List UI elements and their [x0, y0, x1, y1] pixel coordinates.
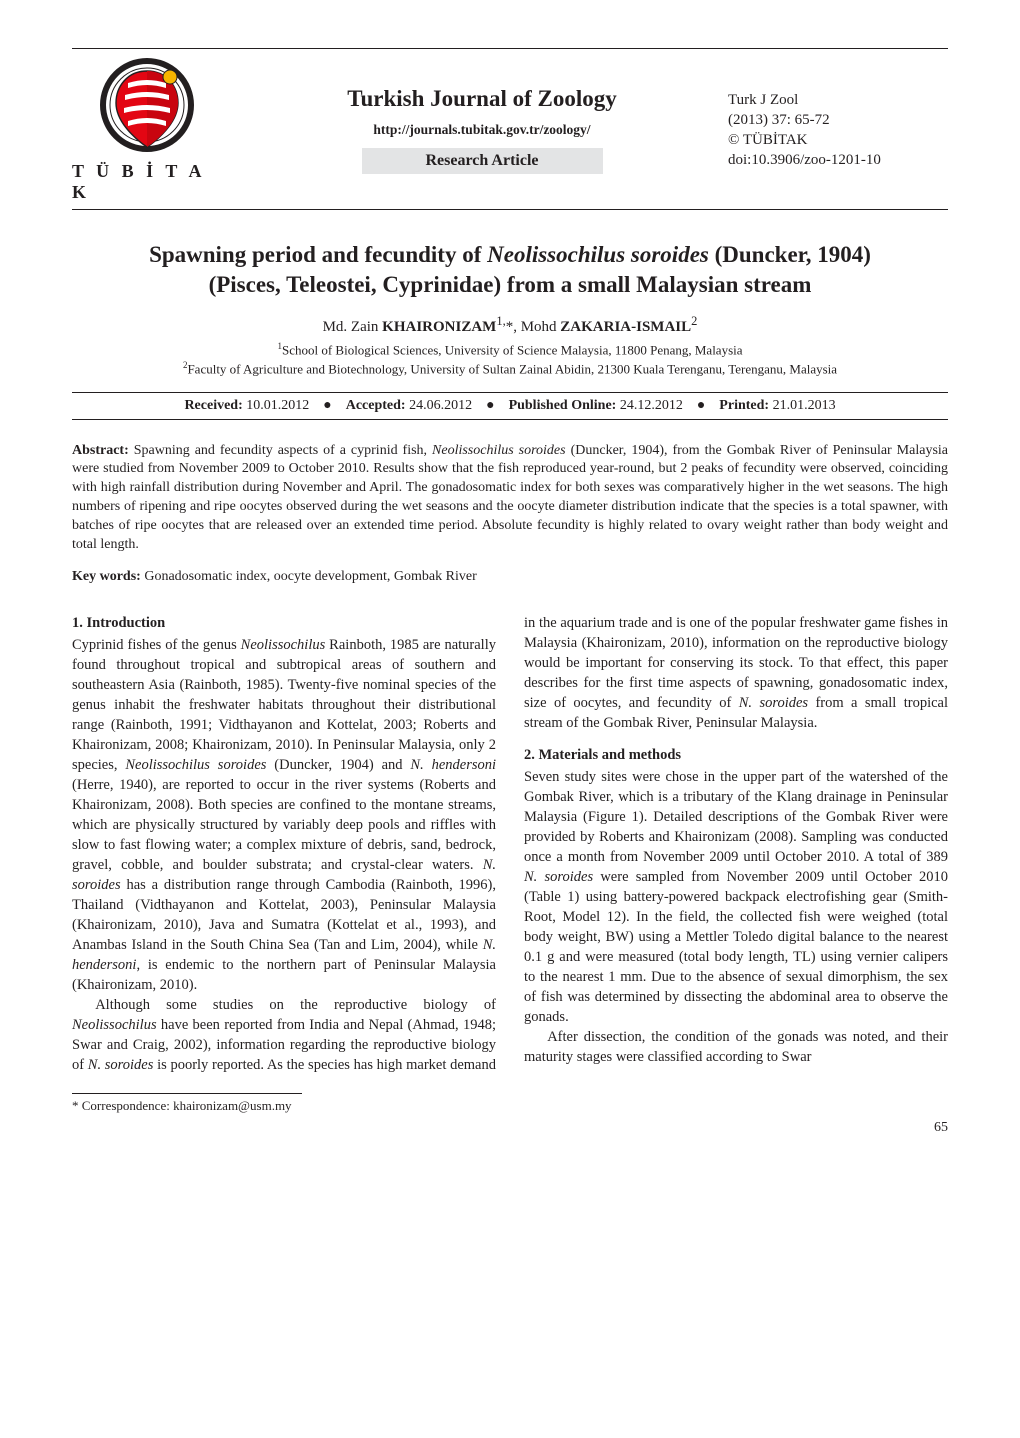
tubitak-logo-icon — [92, 57, 202, 157]
author-1-given: Md. Zain — [323, 319, 383, 335]
issue-pages: (2013) 37: 65-72 — [728, 110, 948, 130]
received-date: 10.01.2012 — [243, 398, 310, 413]
affiliations: 1School of Biological Sciences, Universi… — [72, 340, 948, 378]
abstract-label: Abstract: — [72, 443, 134, 458]
page-number: 65 — [72, 1120, 948, 1136]
copyright-line: © TÜBİTAK — [728, 130, 948, 150]
masthead-center: Turkish Journal of Zoology http://journa… — [236, 57, 728, 203]
online-label: Published Online: — [509, 398, 617, 413]
journal-abbrev: Turk J Zool — [728, 90, 948, 110]
publisher-logo-cell: T Ü B İ T A K — [72, 57, 236, 203]
article-type-badge: Research Article — [362, 148, 603, 174]
affil-2-text: Faculty of Agriculture and Biotechnology… — [187, 361, 837, 376]
abstract: Abstract: Spawning and fecundity aspects… — [72, 442, 948, 555]
journal-url[interactable]: http://journals.tubitak.gov.tr/zoology/ — [373, 122, 590, 138]
section-heading-methods: 2. Materials and methods — [524, 745, 948, 765]
keywords-label: Key words: — [72, 569, 144, 584]
methods-para-1: Seven study sites were chose in the uppe… — [524, 767, 948, 1027]
bullet-sep: ● — [323, 398, 331, 414]
article-title-line1: Spawning period and fecundity of Neoliss… — [149, 242, 871, 267]
author-1-surname: KHAIRONIZAM — [382, 319, 496, 335]
footnote-rule — [72, 1093, 302, 1094]
masthead-meta: Turk J Zool (2013) 37: 65-72 © TÜBİTAK d… — [728, 57, 948, 203]
bullet-sep: ● — [486, 398, 494, 414]
accepted-label: Accepted: — [346, 398, 406, 413]
keywords: Key words: Gonadosomatic index, oocyte d… — [72, 569, 948, 585]
publisher-name: T Ü B İ T A K — [72, 161, 222, 203]
correspondence-footnote: * Correspondence: khaironizam@usm.my — [72, 1098, 948, 1114]
printed-label: Printed: — [719, 398, 769, 413]
authors-line: Md. Zain KHAIRONIZAM1,*, Mohd ZAKARIA-IS… — [72, 314, 948, 336]
masthead: T Ü B İ T A K Turkish Journal of Zoology… — [72, 49, 948, 210]
printed-date: 21.01.2013 — [769, 398, 836, 413]
affil-2: 2Faculty of Agriculture and Biotechnolog… — [72, 359, 948, 378]
abstract-text: Spawning and fecundity aspects of a cypr… — [72, 443, 948, 552]
body-columns: 1. Introduction Cyprinid fishes of the g… — [72, 613, 948, 1075]
journal-title: Turkish Journal of Zoology — [347, 86, 616, 112]
methods-para-2: After dissection, the condition of the g… — [524, 1027, 948, 1067]
affil-1: 1School of Biological Sciences, Universi… — [72, 340, 948, 359]
author-2-surname: ZAKARIA-ISMAIL — [560, 319, 691, 335]
section-heading-intro: 1. Introduction — [72, 613, 496, 633]
online-date: 24.12.2012 — [616, 398, 683, 413]
intro-para-1: Cyprinid fishes of the genus Neolissochi… — [72, 635, 496, 995]
author-2-affil-sup: 2 — [691, 314, 697, 328]
accepted-date: 24.06.2012 — [406, 398, 473, 413]
author-2-given: Mohd — [521, 319, 561, 335]
keywords-text: Gonadosomatic index, oocyte development,… — [144, 569, 476, 584]
author-1-affil-sup: 1, — [496, 314, 505, 328]
article-title-line2: (Pisces, Teleostei, Cyprinidae) from a s… — [209, 272, 812, 297]
received-label: Received: — [184, 398, 242, 413]
affil-1-text: School of Biological Sciences, Universit… — [282, 342, 743, 357]
bullet-sep: ● — [697, 398, 705, 414]
author-sep: , — [513, 319, 521, 335]
doi-line: doi:10.3906/zoo-1201-10 — [728, 150, 948, 170]
dates-bar: Received: 10.01.2012 ● Accepted: 24.06.2… — [72, 392, 948, 420]
article-title: Spawning period and fecundity of Neoliss… — [112, 240, 908, 300]
